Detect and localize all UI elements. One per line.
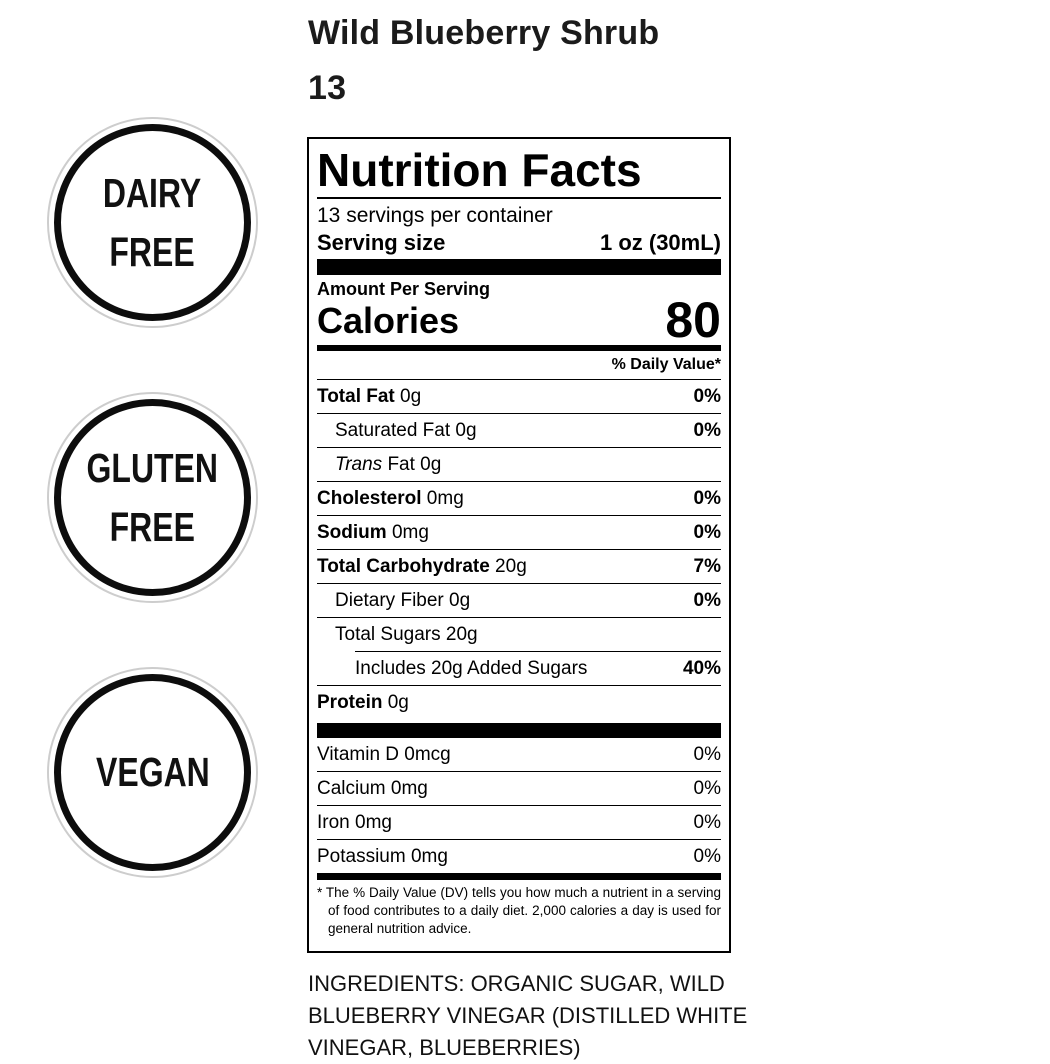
vitamin-row-potassium: Potassium 0mg 0% [317,839,721,873]
nutrient-pct: 0% [693,522,721,543]
badge-line: VEGAN [95,749,210,796]
nutrient-pct: 0% [693,590,721,611]
thick-divider-bar [317,259,721,275]
serving-size-label: Serving size [317,230,446,255]
nutrient-row-trans-fat: Trans Fat 0g [317,447,721,481]
nutrient-row-total-fat: Total Fat 0g 0% [317,379,721,413]
nutrient-qty: 0g [382,692,409,713]
serving-size-value: 1 oz (30mL) [599,230,721,255]
amount-per-serving-label: Amount Per Serving [317,279,491,299]
nutrition-facts-heading: Nutrition Facts [317,145,721,199]
nutrient-pct: 0% [693,420,721,441]
badge-line: FREE [109,228,196,275]
daily-value-header: % Daily Value* [611,356,721,373]
nutrient-name: Protein [317,692,383,713]
nutrient-pct: 0% [693,488,721,509]
nutrient-row-sodium: Sodium 0mg 0% [317,515,721,549]
vitamin-pct: 0% [693,778,721,799]
vitamin-name: Vitamin D 0mcg [317,744,451,765]
vitamin-row-iron: Iron 0mg 0% [317,805,721,839]
nutrient-name: Dietary Fiber 0g [335,590,471,611]
gluten-free-badge-text: GLUTEN FREE [87,439,218,555]
product-title-line1: Wild Blueberry Shrub [308,14,660,52]
daily-value-footnote: * The % Daily Value (DV) tells you how m… [317,885,721,936]
vitamin-pct: 0% [693,812,721,833]
vegan-badge-text: VEGAN [96,743,210,801]
nutrient-name: Total Carbohydrate [317,556,490,577]
vitamin-name: Potassium 0mg [317,846,448,867]
nutrient-name: Total Sugars 20g [335,624,478,645]
vitamin-pct: 0% [693,744,721,765]
nutrient-qty: 0mg [386,522,429,543]
nutrient-name: Saturated Fat 0g [335,420,477,441]
nutrient-row-dietary-fiber: Dietary Fiber 0g 0% [317,583,721,617]
vegan-badge-ring: VEGAN [54,674,251,871]
dairy-free-badge: DAIRY FREE [47,117,258,328]
vitamin-pct: 0% [693,846,721,867]
nutrient-name: Cholesterol [317,488,422,509]
calories-row: Calories 80 [317,292,721,348]
badge-line: DAIRY [103,170,202,217]
nutrient-name-italic: Trans [335,454,383,475]
nutrient-row-added-sugars: Includes 20g Added Sugars 40% [355,651,721,685]
nutrient-pct: 40% [682,658,721,679]
product-title: Wild Blueberry Shrub 13 [308,6,659,116]
servings-per-container: 13 servings per container [317,204,553,227]
vitamin-name: Iron 0mg [317,812,392,833]
nutrient-qty: 20g [489,556,527,577]
nutrient-pct: 7% [693,556,721,577]
nutrient-row-protein: Protein 0g [317,685,721,719]
nutrition-facts-panel: Nutrition Facts 13 servings per containe… [307,137,731,953]
vitamin-name: Calcium 0mg [317,778,428,799]
vitamin-row-vitamin-d: Vitamin D 0mcg 0% [317,738,721,771]
nutrient-qty: 0mg [421,488,464,509]
gluten-free-badge-ring: GLUTEN FREE [54,399,251,596]
medium-divider-bar [317,345,721,351]
nutrient-row-saturated-fat: Saturated Fat 0g 0% [317,413,721,447]
nutrient-name: Includes 20g Added Sugars [355,658,588,679]
badge-line: GLUTEN [86,445,219,492]
nutrient-qty: Fat 0g [382,454,442,475]
calories-label: Calories [317,300,460,341]
badge-line: FREE [109,503,196,550]
nutrient-name: Sodium [317,522,387,543]
nutrient-pct: 0% [693,386,721,407]
thick-divider-bar [317,723,721,738]
nutrient-row-total-sugars: Total Sugars 20g [317,617,721,651]
nutrient-qty: 0g [394,386,422,407]
gluten-free-badge: GLUTEN FREE [47,392,258,603]
calories-value: 80 [665,292,721,348]
nutrient-row-total-carbohydrate: Total Carbohydrate 20g 7% [317,549,721,583]
product-title-line2: 13 [308,69,347,107]
dairy-free-badge-text: DAIRY FREE [103,164,201,280]
vegan-badge: VEGAN [47,667,258,878]
serving-size-row: Serving size 1 oz (30mL) [317,229,721,256]
medium-divider-bar [317,873,721,880]
dairy-free-badge-ring: DAIRY FREE [54,124,251,321]
nutrient-row-cholesterol: Cholesterol 0mg 0% [317,481,721,515]
vitamin-row-calcium: Calcium 0mg 0% [317,771,721,805]
ingredients-text: INGREDIENTS: ORGANIC SUGAR, WILD BLUEBER… [308,971,748,1060]
nutrient-name: Total Fat [317,386,395,407]
